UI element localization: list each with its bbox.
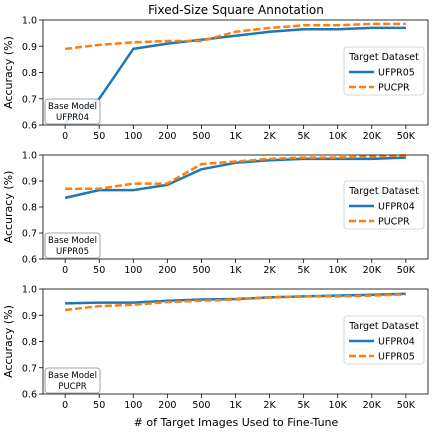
legend: Target Dataset UFPR04 UFPR05 (343, 315, 425, 365)
base-model-frame (44, 232, 101, 259)
y-tick-label: 0.6 (22, 390, 37, 401)
x-tick-label: 50K (397, 400, 416, 411)
base-model-frame (44, 98, 101, 125)
x-tick-label: 1K (229, 400, 242, 411)
x-tick-label: 100 (124, 400, 142, 411)
x-tick-label: 500 (192, 131, 210, 142)
x-tick-label: 200 (158, 400, 176, 411)
x-tick-label: 1K (229, 131, 242, 142)
x-tick-label: 100 (124, 131, 142, 142)
legend-entry: UFPR05 (378, 68, 415, 79)
x-tick-label: 2K (263, 131, 276, 142)
legend-entry: UFPR05 (378, 352, 415, 363)
legend-title: Target Dataset (348, 52, 419, 63)
x-tick-label: 500 (192, 400, 210, 411)
x-tick-label: 50K (397, 131, 416, 142)
base-model-label: Base Model (48, 236, 97, 246)
x-tick-label: 0 (62, 131, 68, 142)
subplot-1: 1.0 0.9 0.8 0.7 0.6 0 50 100 200 500 1K 2K 5K 10K 20K 5… (2, 16, 429, 142)
subplot-3: 1.0 0.9 0.8 0.7 0.6 0 50 100 200 500 1K 2K 5K 10K 20K 5… (2, 285, 429, 411)
y-tick-label: 0.6 (22, 255, 37, 266)
y-tick-label: 0.6 (22, 121, 37, 132)
x-tick-label: 5K (298, 400, 311, 411)
y-tick-label: 0.8 (22, 203, 37, 214)
y-tick-label: 0.9 (22, 177, 37, 188)
y-axis-label: Accuracy (%) (2, 171, 15, 244)
legend: Target Dataset UFPR05 PUCPR (343, 46, 425, 96)
x-tick-label: 5K (298, 131, 311, 142)
y-tick-label: 0.9 (22, 42, 37, 53)
y-tick-label: 1.0 (22, 151, 37, 162)
x-tick-label: 20K (363, 131, 382, 142)
x-tick-label: 50 (93, 265, 105, 276)
x-tick-label: 0 (62, 400, 68, 411)
x-tick-label: 5K (298, 265, 311, 276)
y-axis-label: Accuracy (%) (2, 36, 15, 109)
y-tick-label: 0.8 (22, 68, 37, 79)
base-model-label: Base Model (48, 371, 97, 381)
x-tick-label: 2K (263, 400, 276, 411)
legend-title: Target Dataset (348, 186, 419, 197)
y-tick-label: 0.7 (22, 363, 37, 374)
x-tick-label: 2K (263, 265, 276, 276)
y-tick-label: 1.0 (22, 285, 37, 296)
plot-frame (42, 154, 429, 260)
y-tick-label: 0.7 (22, 229, 37, 240)
x-tick-label: 50 (93, 131, 105, 142)
x-tick-label: 0 (62, 265, 68, 276)
base-model-name: UFPR05 (56, 247, 89, 257)
y-tick-label: 0.9 (22, 311, 37, 322)
x-tick-label: 200 (158, 265, 176, 276)
x-tick-label: 10K (329, 265, 348, 276)
base-model-label: Base Model (48, 102, 97, 112)
plot-frame (42, 288, 429, 395)
figure-title: Fixed-Size Square Annotation (148, 3, 324, 17)
legend: Target Dataset UFPR04 PUCPR (343, 180, 425, 230)
x-tick-label: 100 (124, 265, 142, 276)
x-tick-label: 20K (363, 400, 382, 411)
base-model-frame (44, 367, 101, 394)
y-tick-label: 1.0 (22, 16, 37, 27)
x-tick-label: 500 (192, 265, 210, 276)
x-tick-label: 200 (158, 131, 176, 142)
x-tick-label: 10K (329, 400, 348, 411)
plot-frame (42, 19, 429, 126)
legend-entry: UFPR04 (378, 202, 415, 213)
legend-entry: UFPR04 (378, 337, 415, 348)
x-tick-label: 1K (229, 265, 242, 276)
legend-entry: PUCPR (378, 217, 410, 228)
subplot-2: 1.0 0.9 0.8 0.7 0.6 0 50 100 200 500 1K 2K 5K 10K 20K 5… (2, 151, 429, 276)
x-tick-label: 50K (397, 265, 416, 276)
base-model-name: UFPR04 (56, 113, 89, 123)
x-tick-label: 50 (93, 400, 105, 411)
x-tick-label: 20K (363, 265, 382, 276)
legend-box (343, 46, 425, 96)
y-tick-label: 0.7 (22, 94, 37, 105)
y-axis-label: Accuracy (%) (2, 305, 15, 378)
legend-title: Target Dataset (348, 321, 419, 332)
legend-entry: PUCPR (378, 83, 410, 94)
x-tick-label: 10K (329, 131, 348, 142)
y-tick-label: 0.8 (22, 337, 37, 348)
legend-box (343, 180, 425, 230)
base-model-name: PUCPR (58, 382, 86, 392)
x-axis-label: # of Target Images Used to Fine-Tune (134, 416, 339, 429)
legend-box (343, 315, 425, 365)
